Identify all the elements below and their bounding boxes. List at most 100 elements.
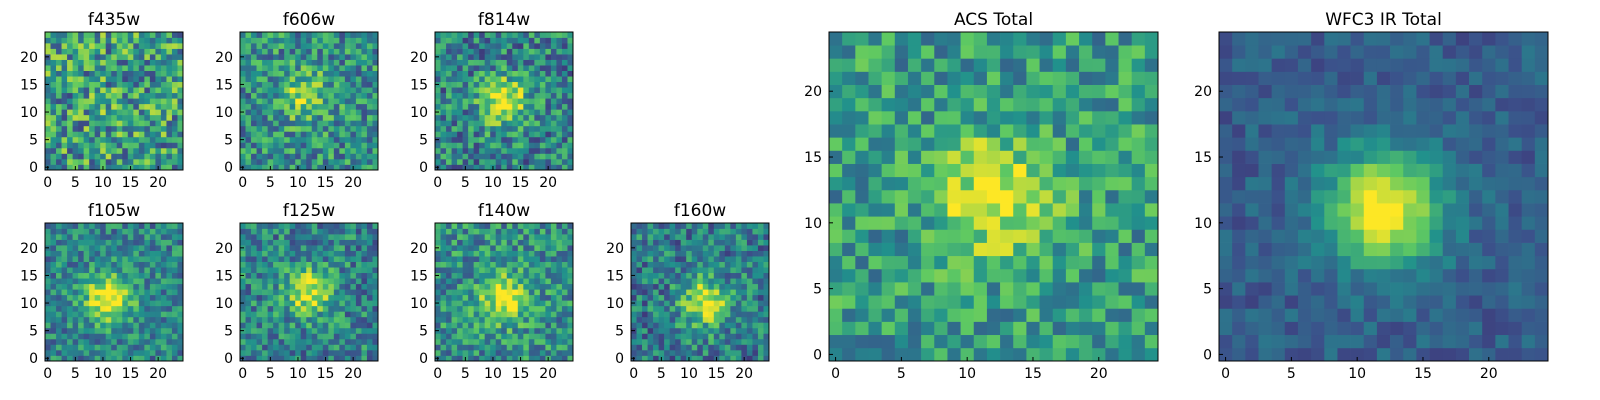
heatmap-cell [262, 81, 268, 88]
heatmap-cell [842, 321, 856, 336]
heatmap-cell [669, 311, 676, 318]
heatmap-cell [495, 228, 502, 235]
heatmap-cell [284, 125, 291, 132]
heatmap-cell [934, 268, 948, 283]
heatmap-cell [708, 294, 715, 301]
heatmap-cell [306, 43, 313, 49]
heatmap-cell [138, 344, 145, 351]
heatmap-cell [1092, 242, 1106, 257]
heatmap-cell [697, 333, 704, 340]
heatmap-cell [317, 87, 324, 94]
heatmap-cell [495, 164, 502, 171]
heatmap-cell [539, 256, 546, 262]
heatmap-cell [631, 322, 637, 329]
heatmap-cell [322, 250, 329, 257]
heatmap-cell [83, 267, 90, 274]
heatmap-cell [94, 278, 101, 285]
heatmap-cell [333, 283, 340, 290]
heatmap-cell [278, 272, 285, 279]
heatmap-cell [61, 54, 68, 60]
heatmap-cell [83, 239, 90, 246]
heatmap-cell [440, 272, 447, 279]
heatmap-cell [512, 147, 519, 154]
heatmap-cell [122, 256, 129, 262]
heatmap-cell [105, 256, 112, 262]
heatmap-cell [273, 48, 279, 55]
heatmap-cell [545, 92, 552, 99]
heatmap-cell [50, 32, 57, 38]
heatmap-cell [306, 300, 313, 307]
heatmap-cell [61, 131, 68, 138]
heatmap-cell [686, 223, 693, 229]
heatmap-cell [1065, 268, 1080, 283]
heatmap-cell [94, 311, 101, 318]
heatmap-cell [647, 338, 654, 345]
heatmap-cell [267, 48, 274, 55]
heatmap-cell [111, 355, 118, 362]
heatmap-cell [894, 308, 909, 322]
heatmap-cell [495, 245, 502, 251]
heatmap-cell [160, 158, 167, 165]
heatmap-cell [435, 278, 441, 285]
heatmap-cell [757, 267, 764, 274]
heatmap-cell [517, 333, 524, 340]
heatmap-cell [127, 316, 134, 323]
heatmap-cell [328, 239, 335, 246]
heatmap-cell [56, 272, 62, 279]
heatmap-cell [675, 228, 682, 235]
heatmap-cell [72, 70, 79, 77]
heatmap-cell [333, 261, 340, 268]
heatmap-cell [67, 136, 73, 143]
heatmap-cell [322, 261, 329, 268]
heatmap-cell [457, 37, 463, 44]
heatmap-cell [56, 294, 62, 301]
heatmap-cell [473, 59, 480, 66]
heatmap-cell [468, 125, 474, 132]
heatmap-cell [669, 283, 676, 290]
heatmap-cell [1118, 347, 1133, 362]
heatmap-cell [550, 103, 557, 110]
heatmap-cell [512, 289, 519, 296]
heatmap-cell [468, 37, 474, 44]
heatmap-cell [457, 349, 463, 356]
heatmap-cell [177, 136, 184, 143]
heatmap-cell [550, 59, 557, 66]
heatmap-cell [986, 295, 1001, 309]
heatmap-cell [881, 347, 896, 362]
heatmap-cell [556, 305, 563, 312]
heatmap-cell [267, 87, 274, 94]
heatmap-cell [680, 283, 687, 290]
heatmap-cell [306, 158, 313, 165]
heatmap-cell [669, 344, 676, 351]
heatmap-cell [636, 294, 643, 301]
heatmap-cell [517, 125, 524, 132]
heatmap-cell [300, 223, 307, 229]
heatmap-cell [56, 48, 62, 55]
heatmap-cell [372, 338, 379, 345]
heatmap-cell [350, 125, 357, 132]
heatmap-cell [122, 267, 129, 274]
heatmap-cell [111, 164, 118, 171]
heatmap-cell [708, 305, 715, 312]
heatmap-cell [149, 355, 156, 362]
heatmap-cell [752, 245, 759, 251]
heatmap-cell [94, 327, 101, 334]
heatmap-cell [149, 142, 156, 149]
heatmap-cell [149, 48, 156, 55]
heatmap-cell [133, 305, 140, 312]
heatmap-cell [45, 278, 51, 285]
heatmap-cell [495, 54, 502, 60]
heatmap-cell [691, 300, 698, 307]
heatmap-cell [251, 272, 257, 279]
heatmap-cell [561, 300, 568, 307]
heatmap-cell [289, 245, 296, 251]
heatmap-cell [545, 59, 552, 66]
heatmap-cell [501, 272, 508, 279]
heatmap-cell [501, 355, 508, 362]
heatmap-cell [300, 294, 307, 301]
heatmap-cell [457, 142, 463, 149]
heatmap-cell [462, 278, 469, 285]
heatmap-cell [556, 98, 563, 105]
heatmap-cell [328, 283, 335, 290]
heatmap-cell [686, 228, 693, 235]
